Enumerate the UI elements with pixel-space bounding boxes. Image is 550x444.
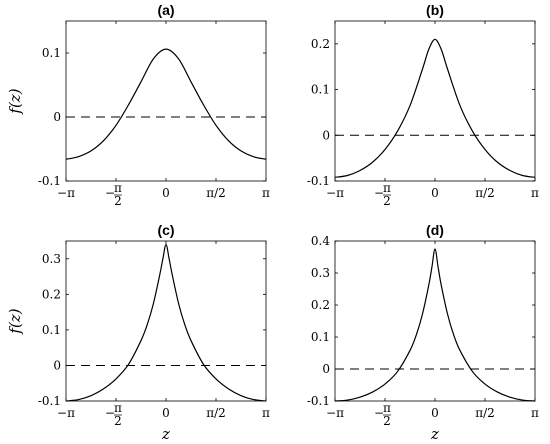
numerator: π	[114, 401, 122, 415]
y-tick-label: 0.3	[42, 252, 61, 266]
x-tick-label: 0	[162, 406, 170, 420]
denominator: 2	[383, 194, 391, 208]
panel-title: (a)	[157, 2, 174, 18]
y-tick-label: 0.2	[311, 37, 330, 51]
y-tick-label: -0.1	[38, 174, 61, 188]
y-axis-label: f(z)	[6, 308, 24, 334]
numerator: π	[383, 401, 391, 415]
x-tick-label: − π2	[374, 181, 391, 208]
x-tick-label: −π	[57, 406, 75, 420]
panel-c: -0.100.10.20.3−π − π20 π/2 π(c)f(z)z	[6, 222, 270, 443]
x-tick-label: π	[531, 186, 539, 200]
x-tick-label: − π2	[105, 401, 122, 428]
denominator: 2	[114, 194, 122, 208]
numerator: π	[114, 181, 122, 195]
denominator: 2	[383, 414, 391, 428]
minus-sign: −	[374, 406, 384, 420]
y-tick-label: 0.3	[311, 266, 330, 280]
x-tick-label: − π2	[374, 401, 391, 428]
x-tick-label: π	[262, 186, 270, 200]
y-tick-label: -0.1	[307, 174, 330, 188]
x-tick-label: − π2	[105, 181, 122, 208]
series-line	[334, 248, 536, 402]
x-tick-label: −π	[326, 186, 344, 200]
x-tick-label: π	[262, 406, 270, 420]
panel-title: (b)	[426, 2, 444, 18]
minus-sign: −	[105, 186, 115, 200]
plot-frame	[65, 240, 267, 402]
x-tick-label: −π	[57, 186, 75, 200]
x-tick-label: 0	[162, 186, 170, 200]
y-tick-label: 0.2	[311, 298, 330, 312]
y-tick-label: -0.1	[38, 394, 61, 408]
series-line	[65, 48, 267, 160]
x-tick-label: π/2	[206, 406, 226, 420]
minus-sign: −	[105, 406, 115, 420]
y-tick-label: 0.1	[42, 323, 61, 337]
y-tick-label: 0	[53, 110, 61, 124]
y-tick-label: 0.4	[311, 234, 330, 248]
y-tick-label: 0.1	[311, 83, 330, 97]
numerator: π	[383, 181, 391, 195]
x-tick-label: −π	[326, 406, 344, 420]
y-tick-label: 0	[53, 358, 61, 372]
plot-frame	[334, 20, 536, 182]
x-tick-label: 0	[431, 186, 439, 200]
plot-frame	[65, 20, 267, 182]
x-tick-label: π/2	[475, 186, 495, 200]
series-line	[334, 38, 536, 178]
y-tick-label: 0	[322, 362, 330, 376]
y-tick-label: 0.1	[311, 330, 330, 344]
y-axis-label: f(z)	[6, 88, 24, 114]
series-line	[65, 243, 267, 402]
panel-title: (c)	[157, 222, 174, 238]
panel-a: -0.100.1−π − π20 π/2 π(a)f(z)	[6, 2, 270, 208]
x-tick-label: π/2	[206, 186, 226, 200]
x-tick-label: 0	[431, 406, 439, 420]
denominator: 2	[114, 414, 122, 428]
x-axis-label: z	[430, 425, 439, 443]
x-axis-label: z	[161, 425, 170, 443]
x-tick-label: π/2	[475, 406, 495, 420]
y-tick-label: 0	[322, 128, 330, 142]
y-tick-label: -0.1	[307, 394, 330, 408]
panel-d: -0.100.10.20.30.4−π − π20 π/2 π(d)z	[307, 222, 539, 443]
panel-b: -0.100.10.2−π − π20 π/2 π(b)	[307, 2, 539, 208]
minus-sign: −	[374, 186, 384, 200]
y-tick-label: 0.2	[42, 287, 61, 301]
panel-title: (d)	[426, 222, 444, 238]
y-tick-label: 0.1	[42, 46, 61, 60]
plot-frame	[334, 240, 536, 402]
x-tick-label: π	[531, 406, 539, 420]
